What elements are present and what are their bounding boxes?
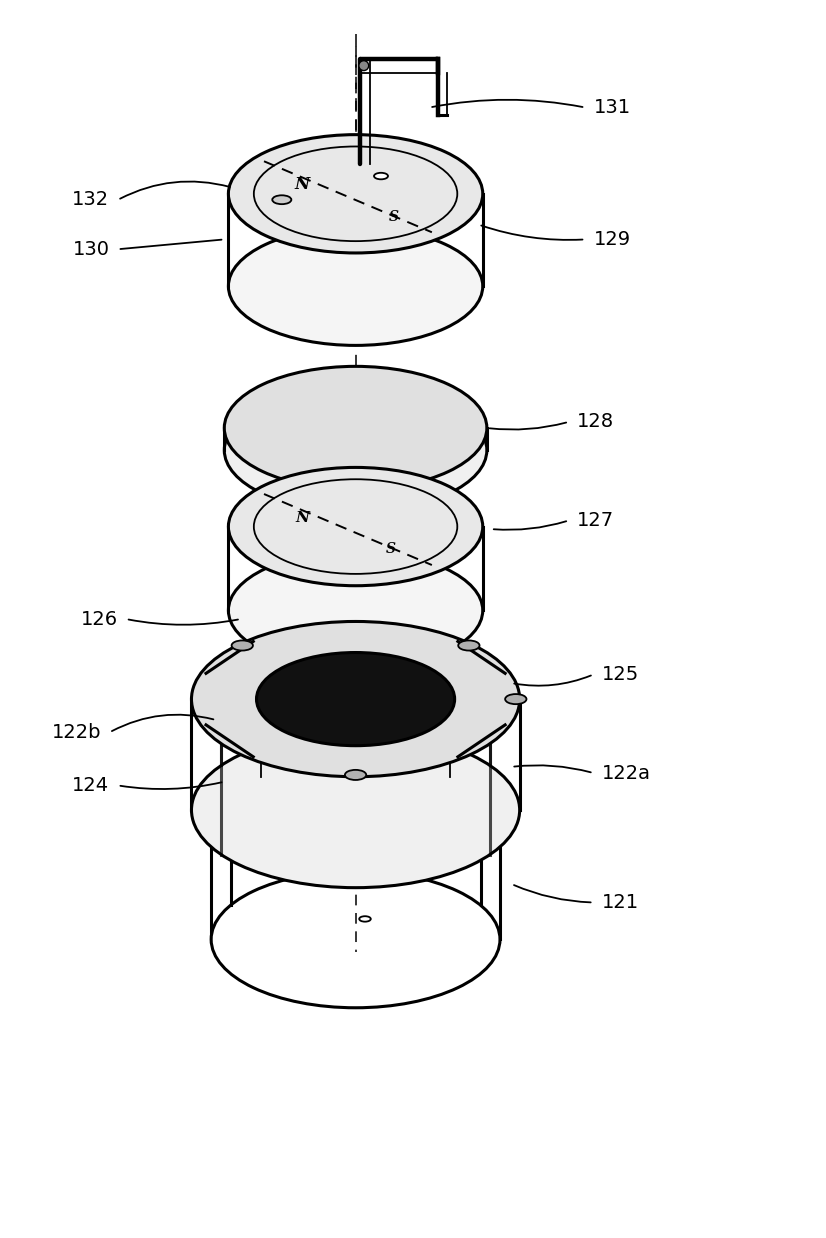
Text: 128: 128: [577, 412, 615, 431]
Ellipse shape: [225, 389, 487, 511]
Ellipse shape: [257, 652, 454, 745]
Text: 121: 121: [601, 893, 638, 912]
Text: 122a: 122a: [601, 764, 651, 782]
Polygon shape: [211, 810, 500, 940]
Text: N: N: [295, 511, 309, 525]
Text: 122b: 122b: [52, 723, 102, 742]
Ellipse shape: [506, 695, 526, 704]
Ellipse shape: [229, 135, 482, 253]
Text: 127: 127: [577, 511, 615, 530]
Text: 130: 130: [73, 240, 109, 259]
Text: S: S: [387, 542, 396, 556]
Ellipse shape: [273, 196, 292, 204]
Text: 125: 125: [601, 665, 639, 683]
Ellipse shape: [374, 173, 388, 180]
Ellipse shape: [229, 227, 482, 345]
Ellipse shape: [231, 640, 253, 650]
Polygon shape: [225, 389, 487, 489]
Ellipse shape: [211, 872, 500, 1008]
Ellipse shape: [192, 733, 520, 888]
Ellipse shape: [229, 468, 482, 586]
Text: 129: 129: [594, 230, 630, 249]
Ellipse shape: [229, 551, 482, 670]
Ellipse shape: [345, 770, 366, 780]
Ellipse shape: [257, 764, 454, 857]
Text: 132: 132: [73, 191, 109, 209]
Polygon shape: [192, 699, 520, 810]
Text: S: S: [389, 210, 399, 224]
Text: 126: 126: [80, 609, 117, 629]
Text: 131: 131: [594, 98, 630, 118]
Text: 124: 124: [73, 776, 109, 795]
Ellipse shape: [458, 640, 480, 650]
Ellipse shape: [359, 916, 371, 921]
Ellipse shape: [225, 366, 487, 489]
Text: N: N: [295, 177, 310, 193]
Ellipse shape: [192, 621, 520, 776]
Polygon shape: [229, 194, 482, 286]
Polygon shape: [229, 526, 482, 610]
Ellipse shape: [358, 61, 368, 71]
